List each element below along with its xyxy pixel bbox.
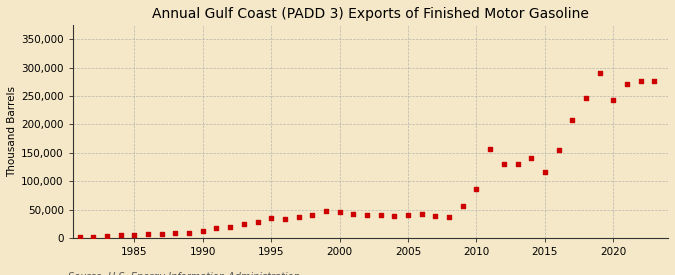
- Point: [567, 118, 578, 123]
- Point: [443, 215, 454, 219]
- Point: [142, 232, 153, 236]
- Point: [279, 217, 290, 221]
- Point: [293, 215, 304, 219]
- Point: [184, 230, 194, 235]
- Point: [554, 148, 564, 152]
- Point: [88, 234, 99, 239]
- Point: [649, 78, 659, 83]
- Point: [389, 214, 400, 219]
- Point: [635, 79, 646, 83]
- Point: [170, 231, 181, 235]
- Point: [211, 226, 222, 230]
- Point: [225, 224, 236, 229]
- Point: [375, 213, 386, 218]
- Point: [608, 98, 619, 103]
- Point: [403, 213, 414, 218]
- Point: [266, 216, 277, 220]
- Point: [115, 233, 126, 237]
- Y-axis label: Thousand Barrels: Thousand Barrels: [7, 86, 17, 177]
- Point: [362, 213, 373, 217]
- Point: [321, 209, 331, 213]
- Point: [348, 212, 358, 216]
- Point: [485, 147, 495, 151]
- Point: [157, 232, 167, 236]
- Point: [512, 161, 523, 166]
- Point: [471, 187, 482, 191]
- Text: Source: U.S. Energy Information Administration: Source: U.S. Energy Information Administ…: [68, 273, 299, 275]
- Point: [252, 220, 263, 224]
- Point: [238, 222, 249, 227]
- Point: [430, 214, 441, 219]
- Point: [307, 213, 318, 218]
- Point: [334, 210, 345, 215]
- Point: [416, 212, 427, 216]
- Title: Annual Gulf Coast (PADD 3) Exports of Finished Motor Gasoline: Annual Gulf Coast (PADD 3) Exports of Fi…: [152, 7, 589, 21]
- Point: [498, 162, 509, 166]
- Point: [101, 234, 112, 238]
- Point: [129, 232, 140, 237]
- Point: [526, 156, 537, 161]
- Point: [622, 82, 632, 86]
- Point: [539, 170, 550, 174]
- Point: [458, 204, 468, 208]
- Point: [74, 235, 85, 239]
- Point: [594, 70, 605, 75]
- Point: [197, 229, 208, 233]
- Point: [580, 96, 591, 100]
